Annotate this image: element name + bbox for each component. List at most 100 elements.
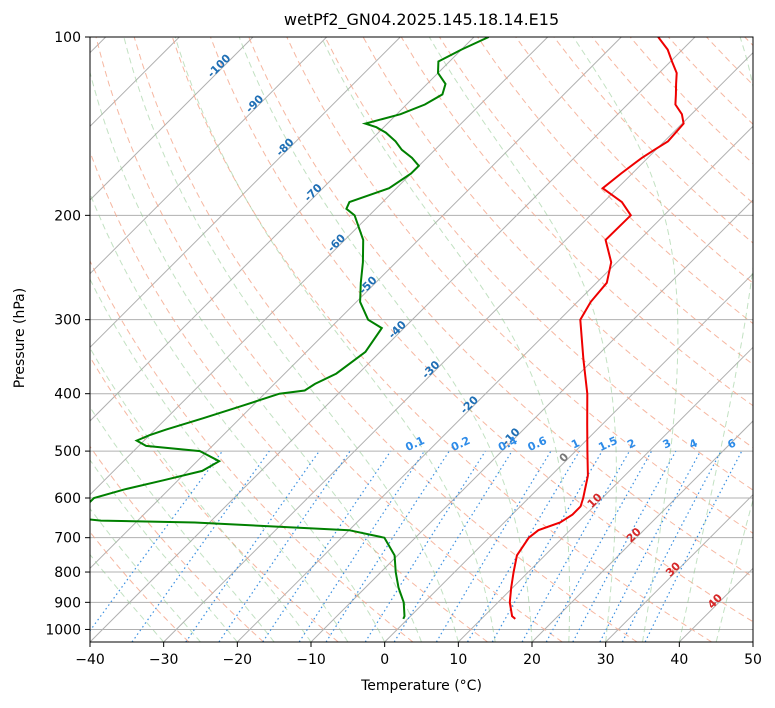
x-tick-label: −40 [75, 652, 105, 668]
dewpoint-series [90, 37, 490, 620]
mixing-ratio-label: 4 [687, 436, 700, 451]
isotherm-label: -100 [205, 51, 234, 80]
y-tick-label: 400 [54, 387, 81, 403]
x-tick-label: −10 [296, 652, 326, 668]
mixing-ratio-line [599, 450, 702, 642]
background-lines [0, 37, 753, 642]
y-tick-label: 1000 [45, 622, 81, 638]
isotherm-line [90, 37, 622, 570]
moist-adiabat-line [90, 553, 165, 642]
mixing-ratio-line [185, 450, 320, 642]
dry-adiabat-line [248, 37, 753, 578]
x-tick-label: 40 [670, 652, 688, 668]
isotherm-label: -70 [302, 181, 325, 204]
isotherm-line [0, 37, 32, 642]
isotherm-line [605, 493, 753, 642]
x-axis-label: Temperature (°C) [361, 678, 482, 694]
dry-adiabat-line [95, 37, 563, 642]
moist-adiabat-line [90, 347, 312, 642]
mixing-ratio-line [218, 450, 351, 642]
isotherm-line [457, 346, 753, 642]
y-tick-label: 900 [54, 595, 81, 611]
dry-adiabat-line [668, 37, 753, 125]
isotherm-line [90, 37, 475, 422]
mixing-ratio-label: 6 [726, 436, 739, 451]
mixing-ratio-line [466, 450, 580, 642]
moist-adiabat-line [90, 278, 349, 642]
isotherm-line [752, 641, 753, 642]
mixing-ratio-line [572, 450, 677, 642]
dry-adiabat-line [553, 37, 753, 244]
moist-adiabat-line [678, 37, 753, 642]
y-tick-label: 100 [54, 30, 81, 46]
x-tick-label: 50 [744, 652, 762, 668]
mixing-ratio-label: 1 [569, 436, 581, 451]
moist-adiabat-line [90, 507, 201, 642]
dry-adiabat-line [90, 531, 190, 642]
series-layer [90, 37, 685, 620]
isotherm-line [90, 37, 549, 496]
dry-adiabat-line [706, 37, 753, 86]
isotherm-label: -80 [273, 135, 296, 158]
dry-adiabat-line [210, 37, 753, 623]
dry-adiabat-line [515, 37, 753, 284]
moist-adiabat-line [90, 406, 275, 642]
x-tick-label: −20 [223, 652, 253, 668]
dry-adiabat-line [90, 356, 339, 642]
mixing-ratio-line [298, 450, 425, 642]
moist-adiabat-line [90, 459, 238, 642]
moist-adiabat-line [752, 640, 753, 642]
moist-adiabat-line [90, 192, 386, 642]
x-tick-label: 0 [380, 652, 389, 668]
isotherm-line [531, 420, 753, 642]
isotherm-label: 30 [663, 559, 683, 579]
moist-adiabat-line [238, 37, 533, 642]
isotherm-line [678, 567, 753, 642]
dry-adiabat-line [90, 445, 264, 642]
dry-adiabat-line [90, 259, 414, 642]
dry-adiabat-line [438, 37, 753, 366]
dry-adiabat-line [324, 37, 753, 491]
isotherm-line [90, 37, 328, 275]
x-tick-label: 30 [597, 652, 615, 668]
moist-adiabat-line [715, 497, 753, 642]
isotherm-line [90, 37, 254, 201]
dry-adiabat-line [286, 37, 753, 534]
y-tick-label: 200 [54, 208, 81, 224]
mixing-ratio-label: 2 [625, 436, 637, 451]
y-tick-label: 800 [54, 565, 81, 581]
temperature-series [508, 37, 685, 620]
isotherm-label: 10 [585, 490, 605, 510]
y-tick-label: 500 [54, 444, 81, 460]
mixing-ratio-line [262, 450, 392, 642]
y-tick-label: 600 [54, 491, 81, 507]
moist-adiabat-line [572, 37, 679, 642]
moist-adiabat-line [174, 37, 496, 642]
isotherm-label: -40 [386, 318, 409, 341]
moist-adiabat-line [428, 37, 617, 642]
x-tick-label: 20 [523, 652, 541, 668]
plot-frame [89, 36, 754, 643]
isotherm-label: 40 [705, 591, 725, 611]
dry-adiabat-line [171, 37, 712, 642]
mixing-ratio-line [364, 450, 486, 642]
mixing-ratio-line [435, 450, 552, 642]
dry-adiabat-line [591, 37, 753, 204]
isotherm-line [90, 37, 401, 349]
x-tick-label: 10 [449, 652, 467, 668]
mixing-ratio-line [521, 450, 631, 642]
isotherm-label: -60 [325, 231, 348, 254]
isotherm-label: -90 [243, 92, 266, 115]
isotherm-line [163, 51, 753, 642]
chart-title: wetPf2_GN04.2025.145.18.14.E15 [283, 10, 560, 29]
x-tick-label: −30 [149, 652, 179, 668]
moist-adiabat-line [320, 37, 571, 642]
y-tick-label: 700 [54, 531, 81, 547]
moist-adiabat-line [123, 37, 459, 642]
dry-adiabat-line [133, 37, 638, 642]
mixing-ratio-label: 8 [754, 436, 766, 451]
isotherm-label: 20 [624, 525, 644, 545]
mixing-ratio-line [90, 450, 223, 632]
mixing-ratio-line [131, 450, 270, 642]
